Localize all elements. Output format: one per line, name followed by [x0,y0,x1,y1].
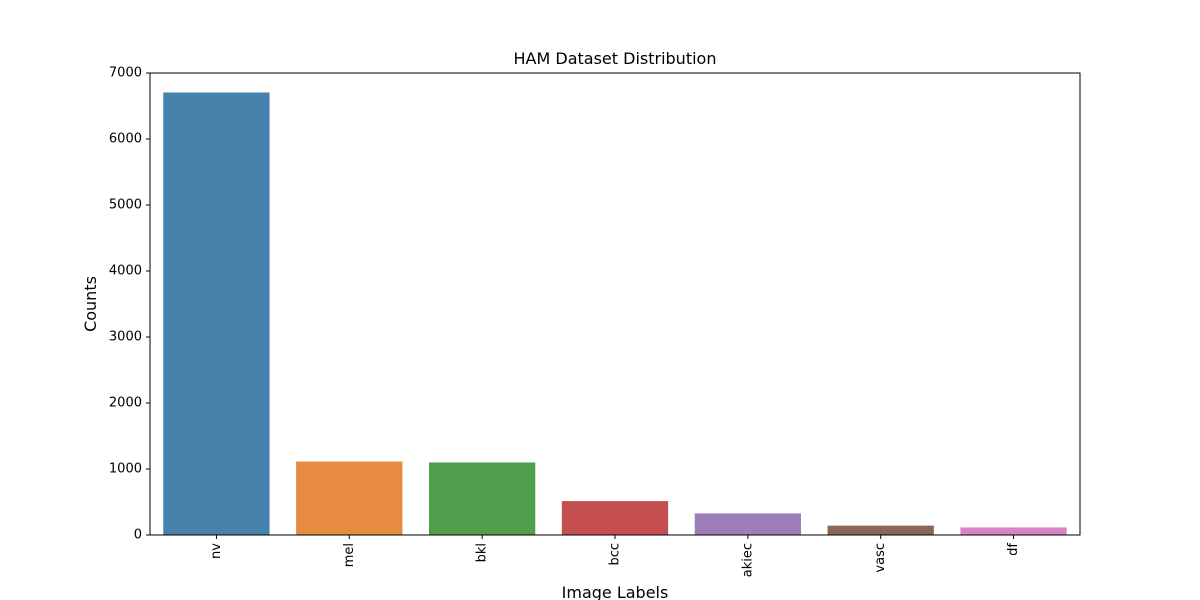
bar-bcc [561,501,669,535]
bar-bkl [429,462,536,535]
bar-df [960,527,1067,535]
bar-mel [296,461,403,535]
y-tick-label-0: 0 [134,528,142,543]
x-tick-label-bkl: bkl [475,543,490,562]
x-tick-label-nv: nv [209,543,224,559]
bar-nv [163,92,270,535]
bar-akiec [694,513,801,535]
x-axis-label: Image Labels [562,583,669,600]
y-tick-label-7000: 7000 [109,66,142,81]
plot-frame [149,72,1081,536]
bars-group [163,92,1067,535]
y-tick-label-3000: 3000 [109,330,142,345]
y-axis-label: Counts [81,276,100,332]
x-tick-label-akiec: akiec [740,543,755,577]
x-tick-label-bcc: bcc [608,543,623,566]
y-tick-label-5000: 5000 [109,198,142,213]
y-tick-label-2000: 2000 [109,396,142,411]
y-tick-label-6000: 6000 [109,132,142,147]
y-tick-label-4000: 4000 [109,264,142,279]
bar-vasc [827,525,934,535]
x-axis: nv mel bkl bcc akiec vasc df [209,535,1021,577]
chart-title: HAM Dataset Distribution [514,49,717,68]
x-tick-label-mel: mel [342,543,357,567]
x-tick-label-vasc: vasc [873,543,888,573]
y-axis: 0 1000 2000 3000 4000 5000 6000 7000 [109,66,150,543]
y-tick-label-1000: 1000 [109,462,142,477]
x-tick-label-df: df [1006,543,1021,556]
